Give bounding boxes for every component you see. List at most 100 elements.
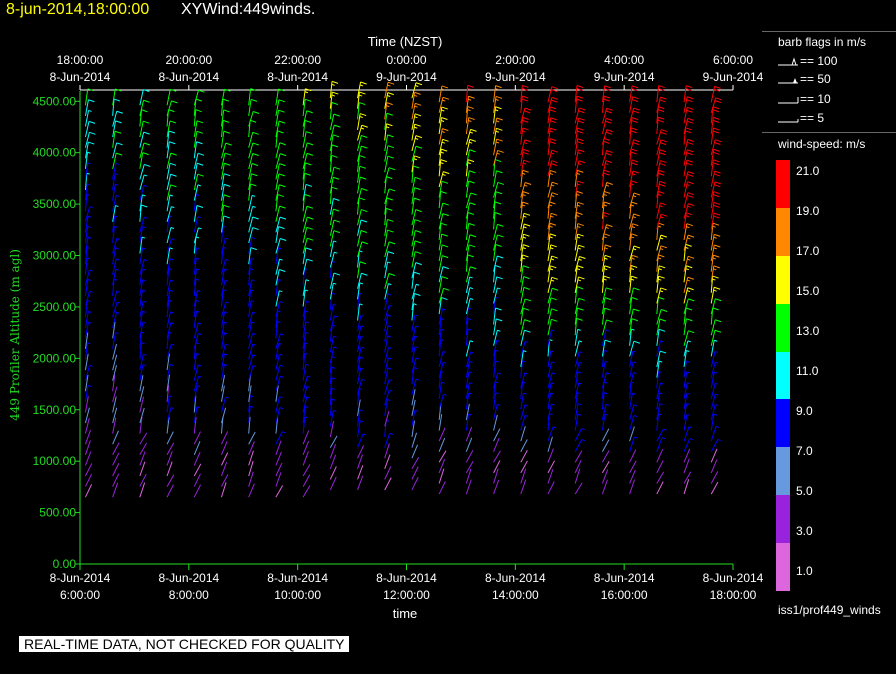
wind-barb-feather	[632, 96, 639, 100]
wind-barb	[520, 117, 524, 135]
wind-barb-feather	[495, 191, 503, 195]
wind-barb-feather	[550, 138, 557, 142]
wind-barb-feather	[414, 240, 422, 244]
wind-barb	[139, 132, 145, 148]
wind-barb-feather	[685, 243, 692, 247]
wind-barb	[547, 361, 553, 378]
wind-barb-feather	[279, 364, 283, 367]
wind-barb	[220, 152, 226, 169]
wind-barb	[710, 340, 715, 357]
wind-barb-feather	[415, 135, 423, 139]
wind-barb-feather	[143, 131, 150, 135]
wind-barb-feather	[659, 152, 666, 156]
wind-barb	[411, 82, 417, 99]
wind-barb-feather	[577, 328, 581, 331]
wind-barb	[357, 336, 362, 353]
wind-barb-feather	[712, 106, 720, 110]
wind-barb	[683, 256, 689, 272]
wind-barb-feather	[280, 333, 284, 336]
wind-barb-feather	[252, 354, 256, 357]
wind-barb	[84, 121, 90, 138]
wind-barb-feather	[249, 405, 254, 408]
wind-barb	[629, 341, 635, 357]
wind-barb-feather	[333, 230, 340, 234]
wind-barb-feather	[388, 304, 393, 307]
wind-barb	[139, 342, 143, 360]
wind-barb-feather	[196, 247, 200, 250]
barb-legend-label: == 100	[800, 54, 838, 68]
wind-barb	[384, 454, 391, 469]
wind-barb-feather	[577, 201, 584, 205]
wind-barb	[465, 129, 472, 145]
wind-barb-feather	[606, 372, 610, 375]
wind-barb-feather	[414, 116, 418, 119]
wind-barb-feather	[687, 287, 694, 291]
wind-barb-feather	[524, 329, 531, 333]
wind-barb	[302, 289, 306, 307]
wind-barb	[411, 325, 417, 342]
wind-barb-feather	[116, 237, 121, 240]
wind-barb-feather	[631, 117, 639, 121]
speed-legend-label: 17.0	[796, 244, 820, 258]
wind-barb-feather	[577, 247, 582, 250]
wind-barb-feather	[630, 265, 638, 268]
wind-barb	[601, 265, 606, 283]
wind-barb	[601, 469, 609, 484]
wind-barb	[275, 110, 280, 127]
wind-barb	[493, 479, 500, 495]
x-tick-label-time: 14:00:00	[492, 588, 539, 602]
wind-barb-feather	[630, 127, 638, 131]
wind-barb-feather	[386, 176, 393, 180]
wind-barb	[329, 144, 333, 162]
wind-barb	[193, 333, 199, 350]
wind-barb	[520, 426, 526, 442]
wind-barb-feather	[714, 350, 719, 353]
wind-barb	[112, 332, 116, 349]
wind-barb	[520, 439, 528, 452]
wind-barb-feather	[333, 346, 337, 349]
wind-barb-feather	[87, 225, 91, 228]
wind-barb	[384, 367, 389, 385]
wind-barb	[302, 311, 306, 328]
wind-barb-feather	[496, 117, 503, 121]
wind-barb-feather	[387, 399, 391, 402]
wind-barb-feather	[225, 258, 229, 261]
wind-barb-feather	[713, 116, 720, 120]
wind-barb	[683, 192, 689, 209]
wind-barb-feather	[603, 275, 611, 279]
wind-barb	[601, 255, 606, 272]
wind-barb	[465, 192, 472, 209]
wind-barb	[220, 131, 225, 148]
wind-barb	[357, 420, 361, 438]
wind-barb	[275, 206, 281, 222]
wind-barb-feather	[414, 293, 421, 296]
wind-barb	[84, 206, 91, 222]
wind-barb	[520, 191, 524, 209]
wind-barb	[465, 254, 469, 272]
wind-barb	[357, 357, 361, 374]
wind-barb-feather	[115, 162, 119, 165]
wind-barb-feather	[361, 124, 368, 128]
wind-barb	[601, 96, 605, 113]
wind-barb-feather	[578, 258, 582, 261]
wind-barb-feather	[659, 142, 667, 146]
wind-barb	[275, 396, 280, 413]
wind-barb	[112, 321, 116, 339]
wind-barb	[710, 383, 716, 399]
wind-barb-feather	[89, 131, 96, 135]
wind-barb-feather	[523, 276, 530, 280]
wind-barb	[384, 336, 389, 353]
wind-barb-feather	[524, 372, 528, 375]
wind-barb-feather	[278, 120, 286, 124]
wind-barb	[574, 191, 578, 209]
wind-barb	[656, 139, 662, 156]
wind-barb	[275, 279, 279, 297]
wind-barb	[302, 184, 307, 201]
wind-barb	[493, 138, 498, 156]
wind-barb-feather	[576, 286, 584, 290]
wind-barb-feather	[442, 128, 449, 132]
wind-barb	[384, 390, 390, 406]
wind-barb	[329, 102, 333, 120]
wind-barb-feather	[195, 278, 200, 281]
wind-barb	[384, 145, 389, 162]
